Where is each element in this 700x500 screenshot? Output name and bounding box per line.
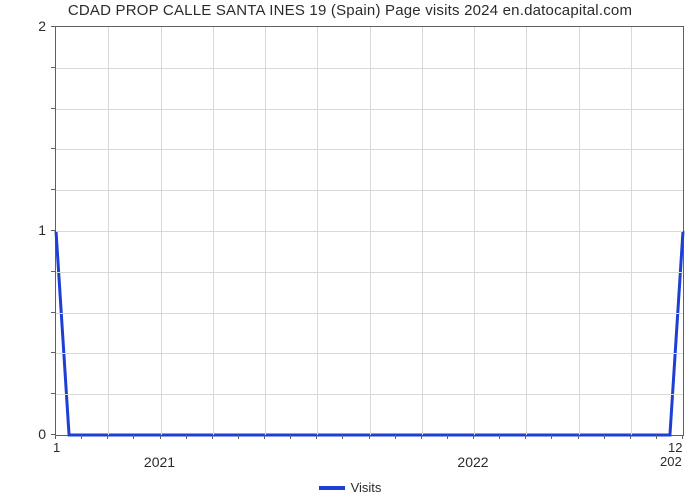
x-minor-tick: [604, 435, 605, 439]
x-year-label: 2021: [144, 454, 175, 470]
y-minor-tick: [51, 108, 55, 109]
y-minor-tick: [51, 67, 55, 68]
gridline-vertical: [213, 27, 214, 435]
gridline-vertical: [422, 27, 423, 435]
x-left-edge-label: 1: [53, 440, 60, 455]
x-minor-tick: [55, 435, 56, 439]
legend: Visits: [0, 480, 700, 495]
x-minor-tick: [290, 435, 291, 439]
x-year-label: 2022: [457, 454, 488, 470]
y-minor-tick: [51, 148, 55, 149]
gridline-vertical: [265, 27, 266, 435]
x-minor-tick: [369, 435, 370, 439]
legend-label: Visits: [351, 480, 382, 495]
y-minor-tick: [51, 271, 55, 272]
x-minor-tick: [499, 435, 500, 439]
x-minor-tick: [238, 435, 239, 439]
gridline-vertical: [526, 27, 527, 435]
x-minor-tick: [473, 435, 474, 439]
gridline-vertical: [370, 27, 371, 435]
x-minor-tick: [81, 435, 82, 439]
x-minor-tick: [186, 435, 187, 439]
x-right-side-label: 202: [660, 454, 682, 469]
x-minor-tick: [160, 435, 161, 439]
chart-container: CDAD PROP CALLE SANTA INES 19 (Spain) Pa…: [0, 0, 700, 500]
x-minor-tick: [133, 435, 134, 439]
x-minor-tick: [578, 435, 579, 439]
gridline-vertical: [317, 27, 318, 435]
gridline-vertical: [631, 27, 632, 435]
x-minor-tick: [630, 435, 631, 439]
x-minor-tick: [107, 435, 108, 439]
y-minor-tick: [51, 352, 55, 353]
y-tick-label: 2: [6, 18, 46, 34]
gridline-vertical: [474, 27, 475, 435]
plot-area: [55, 26, 684, 436]
x-minor-tick: [421, 435, 422, 439]
y-minor-tick: [51, 230, 55, 231]
y-minor-tick: [51, 393, 55, 394]
x-minor-tick: [316, 435, 317, 439]
x-minor-tick: [447, 435, 448, 439]
x-minor-tick: [264, 435, 265, 439]
gridline-vertical: [579, 27, 580, 435]
y-minor-tick: [51, 26, 55, 27]
x-minor-tick: [656, 435, 657, 439]
y-tick-label: 0: [6, 426, 46, 442]
y-minor-tick: [51, 189, 55, 190]
gridline-vertical: [161, 27, 162, 435]
x-minor-tick: [525, 435, 526, 439]
x-minor-tick: [342, 435, 343, 439]
chart-title: CDAD PROP CALLE SANTA INES 19 (Spain) Pa…: [0, 2, 700, 19]
x-minor-tick: [212, 435, 213, 439]
x-minor-tick: [682, 435, 683, 439]
x-right-edge-label: 12: [668, 440, 682, 455]
y-minor-tick: [51, 312, 55, 313]
legend-swatch: [319, 486, 345, 490]
x-minor-tick: [395, 435, 396, 439]
gridline-vertical: [108, 27, 109, 435]
x-minor-tick: [551, 435, 552, 439]
y-tick-label: 1: [6, 222, 46, 238]
